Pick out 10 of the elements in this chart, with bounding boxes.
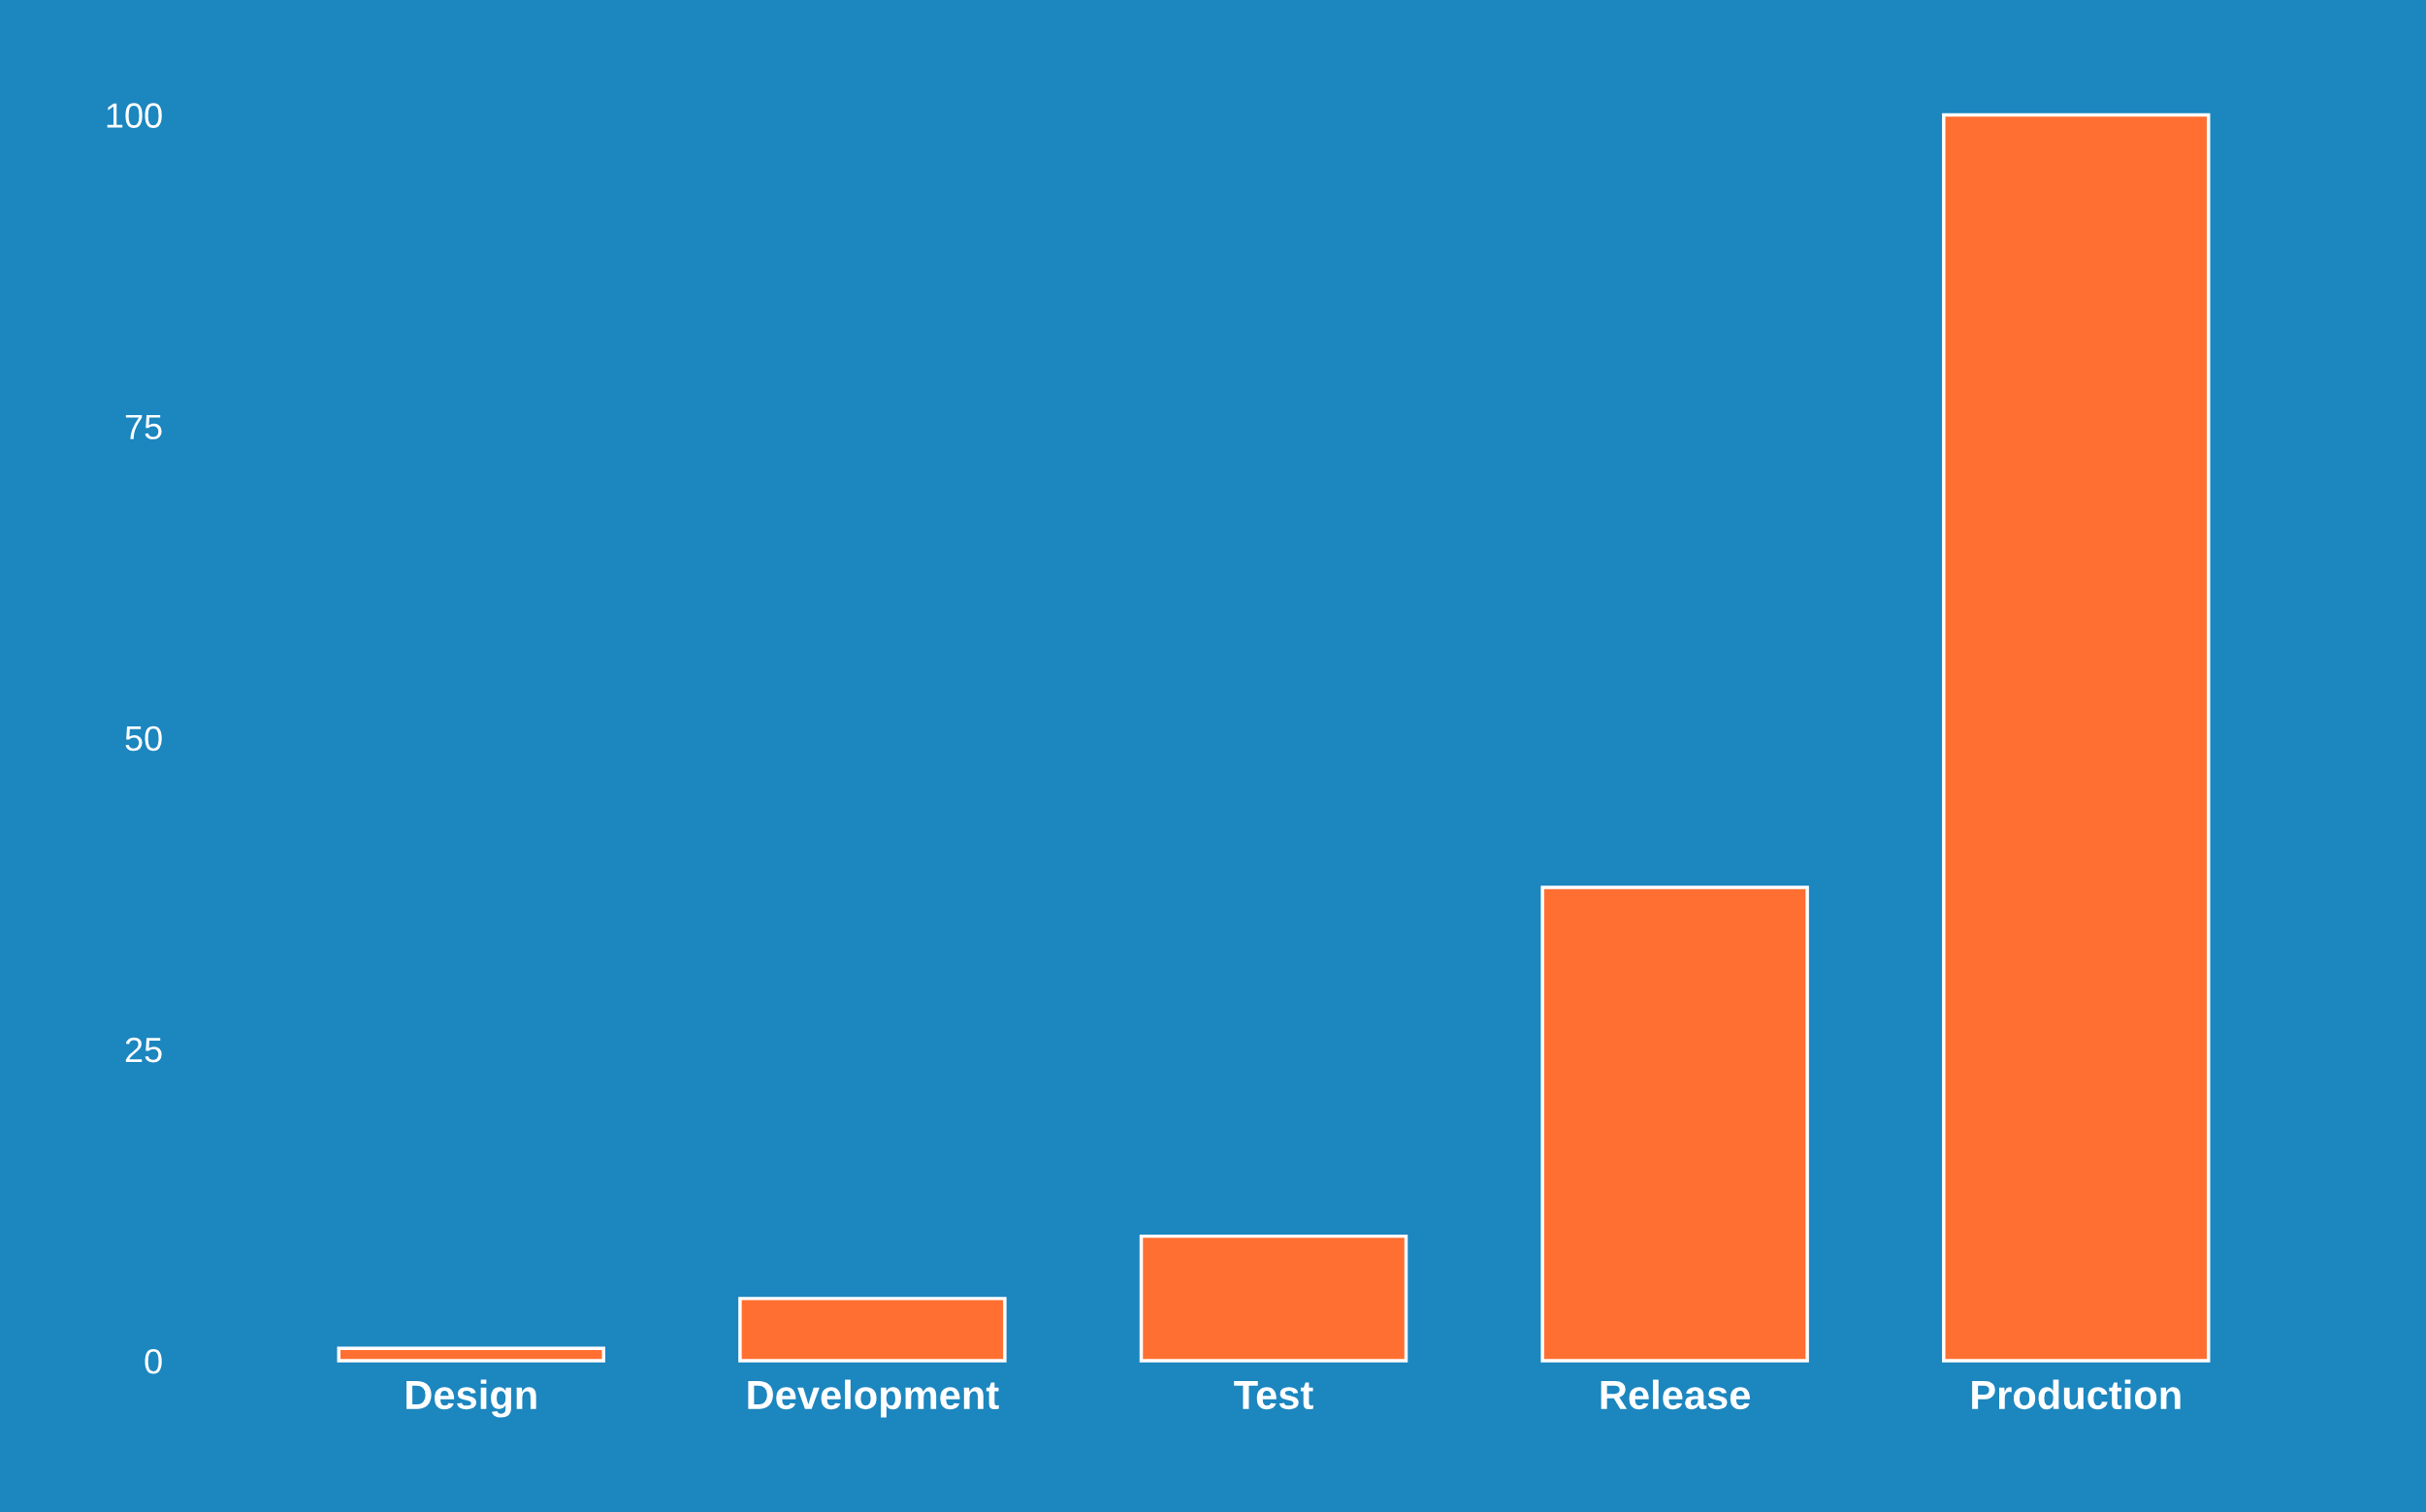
- y-tick-label: 25: [125, 1037, 162, 1063]
- x-tick-label: Development: [748, 1379, 999, 1418]
- x-tick-label: Design: [406, 1379, 536, 1418]
- x-tick-label: Production: [1972, 1379, 2181, 1410]
- x-tick-label: Release: [1601, 1379, 1750, 1410]
- x-tick-label: Test: [1234, 1381, 1313, 1410]
- y-tick-label: 75: [125, 414, 162, 440]
- y-tick-label: 0: [145, 1348, 162, 1374]
- y-tick-label: 100: [107, 103, 162, 128]
- y-tick-label: 50: [125, 725, 162, 752]
